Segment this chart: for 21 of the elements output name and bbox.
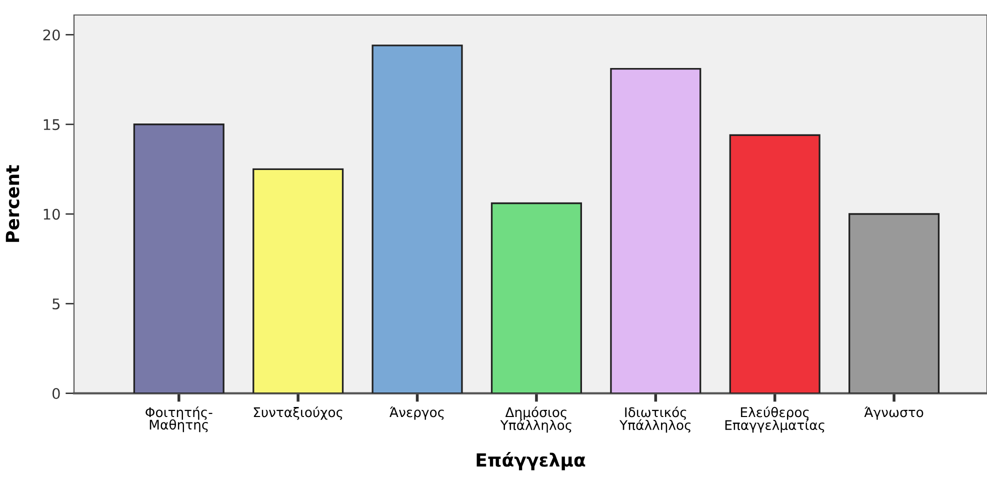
x-tick-label: Φοιτητής- Μαθητης — [146, 406, 212, 432]
y-tick-label: 0 — [52, 388, 60, 400]
x-tick-label: Ιδιωτικός Υπάλληλος — [619, 406, 690, 433]
y-tick-label: 5 — [52, 298, 60, 310]
x-tick-label: Άνεργος — [390, 406, 444, 420]
bar — [133, 124, 224, 394]
y-axis-title: Percent — [6, 165, 20, 242]
bar — [729, 134, 820, 394]
x-axis-title: Επάγγελμα — [476, 452, 586, 470]
bar — [848, 213, 940, 394]
x-tick-label: Ελεύθερος Επαγγελματίας — [725, 406, 824, 433]
bar — [372, 44, 463, 394]
x-tick-label: Δημόσιος Υπάλληλος — [500, 406, 572, 433]
bar — [252, 168, 344, 394]
x-tick-label: Συνταξιούχος — [254, 406, 342, 420]
y-tick-label: 15 — [44, 119, 60, 130]
y-tick-label: 10 — [44, 208, 60, 220]
x-tick-label: Άγνωστο — [864, 406, 924, 420]
bar — [490, 202, 582, 394]
bar — [610, 68, 702, 394]
y-tick-label: 20 — [43, 29, 60, 40]
